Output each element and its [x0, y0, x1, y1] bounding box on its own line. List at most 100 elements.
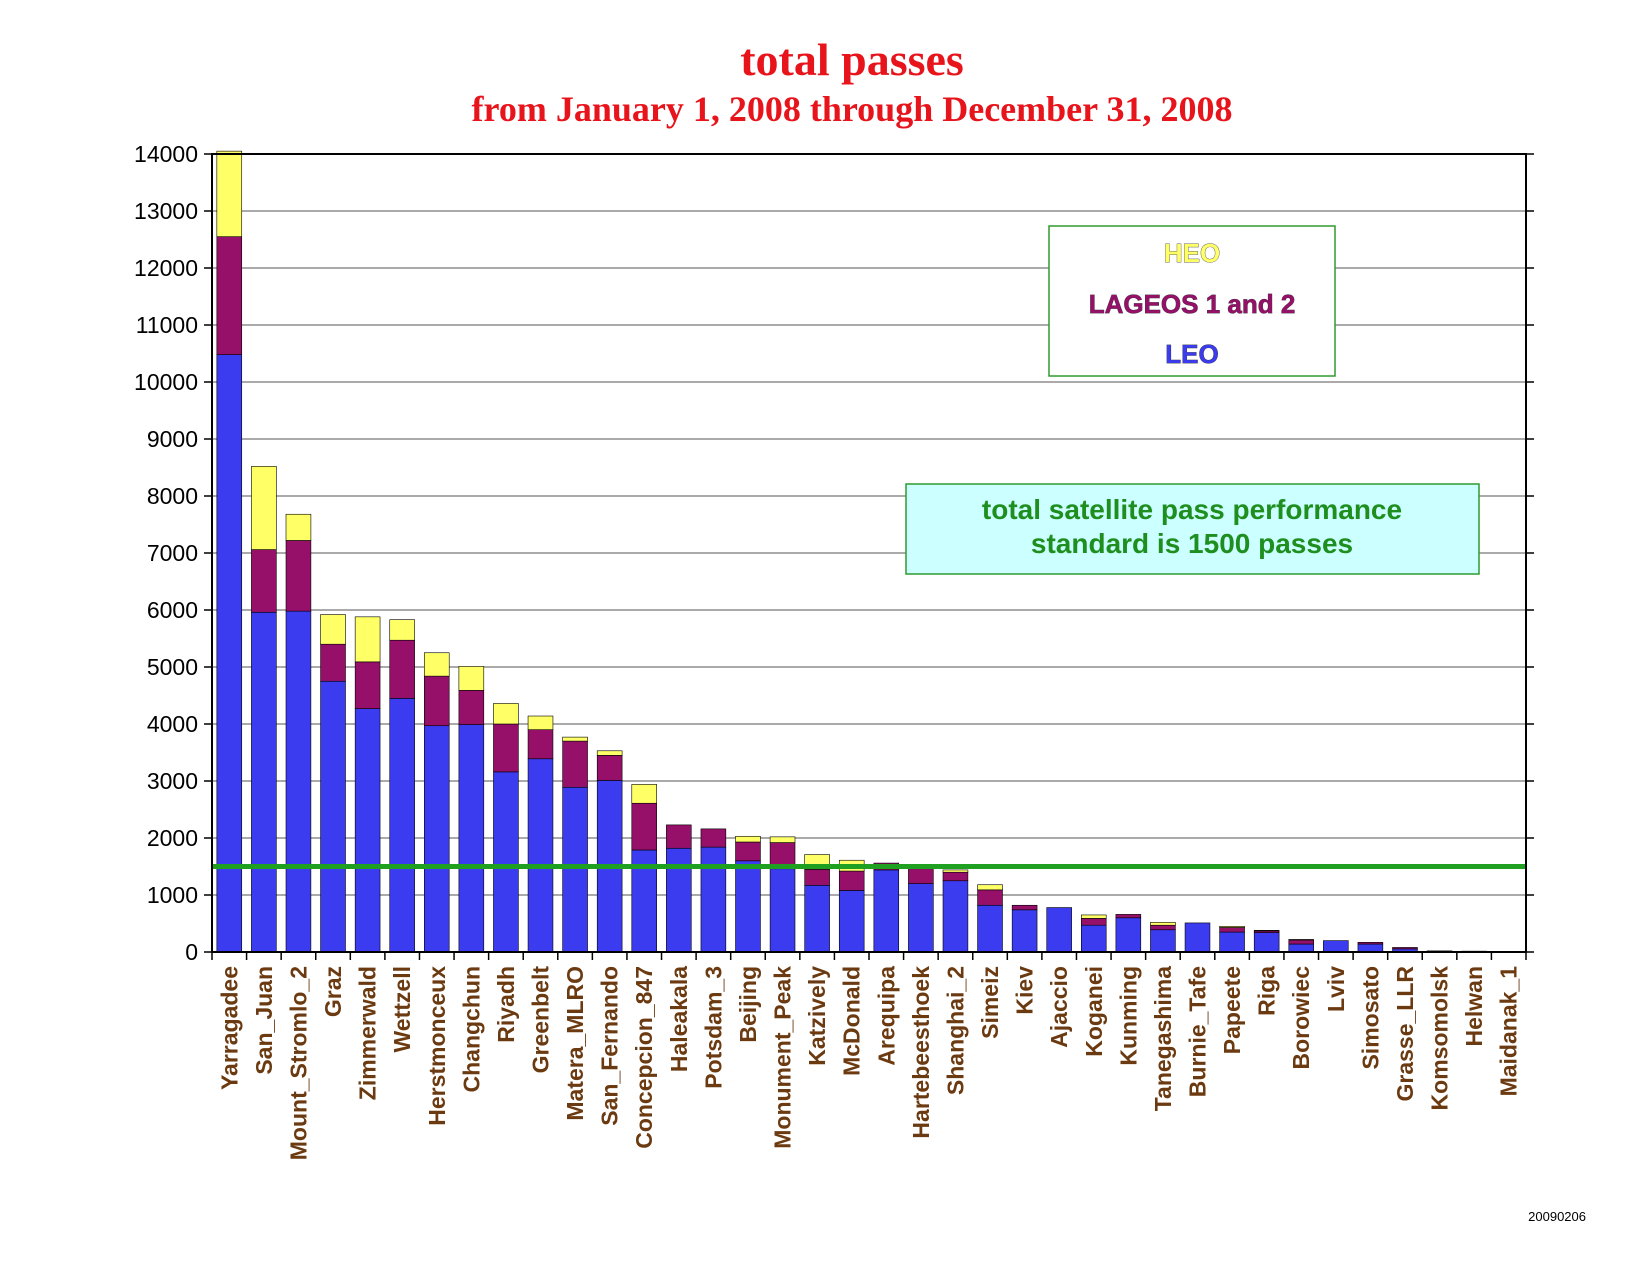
bar-papeete-leo	[1219, 931, 1245, 953]
x-tick-label: Herstmonceux	[424, 966, 450, 1126]
bar-san-fernando-heo	[596, 750, 623, 756]
y-axis: 0 1000 2000 3000 4000 5000 6000 7000 8000 9000 100…	[134, 141, 1534, 965]
date-stamp: 20090206	[1528, 1209, 1586, 1224]
bar-changchun-heo	[458, 666, 485, 691]
bar-borowiec-heo	[1288, 939, 1314, 941]
chart-subtitle: from January 1, 2008 through December 31…	[472, 89, 1233, 129]
x-tick-label: Simosato	[1357, 966, 1383, 1070]
legend-heo: HEO	[1164, 238, 1220, 268]
bar-changchun-lageos-1-and-2	[458, 690, 485, 725]
bar-matera-mlro-leo	[562, 786, 588, 953]
bar-matera-mlro-lageos-1-and-2	[562, 740, 588, 788]
x-tick-label: McDonald	[839, 966, 865, 1076]
bar-kunming-lageos-1-and-2	[1115, 914, 1142, 919]
bar-wettzell-lageos-1-and-2	[389, 639, 415, 699]
bar-riga-leo	[1253, 932, 1280, 953]
bar-tanegashima-heo	[1150, 922, 1176, 926]
bar-shanghai-2-lageos-1-and-2	[942, 871, 969, 882]
bar-riyadh-lageos-1-and-2	[493, 723, 519, 773]
bar-hartebeesthoek-lageos-1-and-2	[908, 868, 934, 884]
x-tick-label: Changchun	[458, 966, 484, 1093]
x-tick-label: Arequipa	[873, 966, 899, 1066]
bar-haleakala-lageos-1-and-2	[666, 824, 692, 849]
bar-changchun-leo	[458, 724, 485, 953]
y-tick-label: 3000	[147, 768, 198, 794]
bar-wettzell-leo	[389, 698, 415, 953]
x-tick-label: Borowiec	[1288, 966, 1314, 1070]
bar-greenbelt-lageos-1-and-2	[527, 729, 554, 760]
bar-mcdonald-leo	[838, 890, 865, 953]
bar-kunming-leo	[1115, 917, 1142, 953]
x-tick-label: Koganei	[1081, 966, 1107, 1057]
bar-koganei-heo	[1081, 914, 1107, 919]
x-tick-label: San_Juan	[251, 966, 277, 1075]
legend-lageos: LAGEOS 1 and 2	[1089, 289, 1296, 319]
bar-monument-peak-leo	[769, 868, 796, 953]
bar-tanegashima-leo	[1150, 929, 1176, 953]
bar-ajaccio-leo	[1046, 907, 1072, 953]
x-tick-label: Ajaccio	[1046, 966, 1072, 1048]
bar-hartebeesthoek-leo	[908, 883, 934, 953]
bar-katzively-lageos-1-and-2	[804, 869, 830, 886]
x-tick-label: Riga	[1254, 966, 1280, 1016]
x-tick-label: Matera_MLRO	[562, 966, 588, 1121]
annotation-line-2: standard is 1500 passes	[1031, 528, 1353, 559]
bar-riyadh-leo	[493, 771, 519, 953]
chart-title: total passes	[740, 34, 964, 85]
annotation-box	[905, 483, 1480, 575]
bar-graz-heo	[320, 614, 346, 645]
bar-riga-heo	[1253, 930, 1280, 932]
bar-mount-stromlo-2-leo	[285, 610, 312, 953]
bar-concepcion-847-lageos-1-and-2	[631, 802, 657, 851]
bar-papeete-lageos-1-and-2	[1219, 927, 1245, 933]
bar-lviv-leo	[1323, 940, 1349, 953]
bar-beijing-lageos-1-and-2	[735, 841, 761, 862]
bar-mcdonald-lageos-1-and-2	[838, 870, 865, 891]
bar-koganei-lageos-1-and-2	[1081, 918, 1107, 926]
bar-kiev-lageos-1-and-2	[1011, 904, 1038, 911]
x-tick-label: Concepcion_847	[631, 966, 657, 1149]
x-tick-label: Monument_Peak	[770, 966, 796, 1149]
annotation: total satellite pass performance standar…	[905, 483, 1480, 575]
bar-san-fernando-lageos-1-and-2	[596, 755, 623, 781]
x-tick-label: Wettzell	[389, 966, 415, 1052]
bar-greenbelt-heo	[527, 715, 554, 731]
x-tick-label: Simeiz	[977, 966, 1003, 1039]
bar-arequipa-leo	[873, 869, 900, 953]
bar-mount-stromlo-2-heo	[285, 513, 312, 541]
bar-tanegashima-lageos-1-and-2	[1150, 924, 1176, 931]
x-tick-label: Greenbelt	[528, 966, 554, 1074]
y-tick-label: 13000	[134, 198, 198, 224]
bar-greenbelt-leo	[527, 758, 554, 953]
y-tick-label: 14000	[134, 141, 198, 167]
legend-box	[1048, 225, 1336, 377]
bar-borowiec-leo	[1288, 943, 1314, 953]
y-tick-label: 12000	[134, 255, 198, 281]
bar-shanghai-2-heo	[942, 869, 969, 873]
y-tick-label: 0	[185, 939, 198, 965]
x-tick-label: Zimmerwald	[355, 966, 381, 1100]
legend: HEO LAGEOS 1 and 2 LEO	[1048, 225, 1336, 377]
x-tick-label: Maidanak_1	[1496, 966, 1522, 1097]
bar-monument-peak-heo	[769, 836, 796, 843]
bar-san-juan-heo	[251, 466, 277, 550]
y-tick-label: 9000	[147, 426, 198, 452]
bar-kiev-leo	[1011, 909, 1038, 953]
y-tick-label: 5000	[147, 654, 198, 680]
bar-san-juan-lageos-1-and-2	[251, 549, 277, 613]
y-tick-label: 2000	[147, 825, 198, 851]
y-tick-label: 8000	[147, 483, 198, 509]
bar-graz-leo	[320, 680, 346, 953]
bar-graz-lageos-1-and-2	[320, 643, 346, 682]
x-tick-label: Papeete	[1219, 966, 1245, 1054]
bar-yarragadee-leo	[216, 354, 243, 953]
bar-matera-mlro-heo	[562, 736, 588, 742]
bar-koganei-leo	[1081, 924, 1107, 953]
x-tick-label: Graz	[320, 966, 346, 1017]
x-tick-label: Hartebeesthoek	[908, 966, 934, 1139]
bar-potsdam-3-lageos-1-and-2	[700, 828, 727, 848]
bar-simosato-lageos-1-and-2	[1357, 942, 1384, 945]
y-tick-label: 7000	[147, 540, 198, 566]
y-tick-label: 10000	[134, 369, 198, 395]
bar-haleakala-leo	[666, 847, 692, 953]
